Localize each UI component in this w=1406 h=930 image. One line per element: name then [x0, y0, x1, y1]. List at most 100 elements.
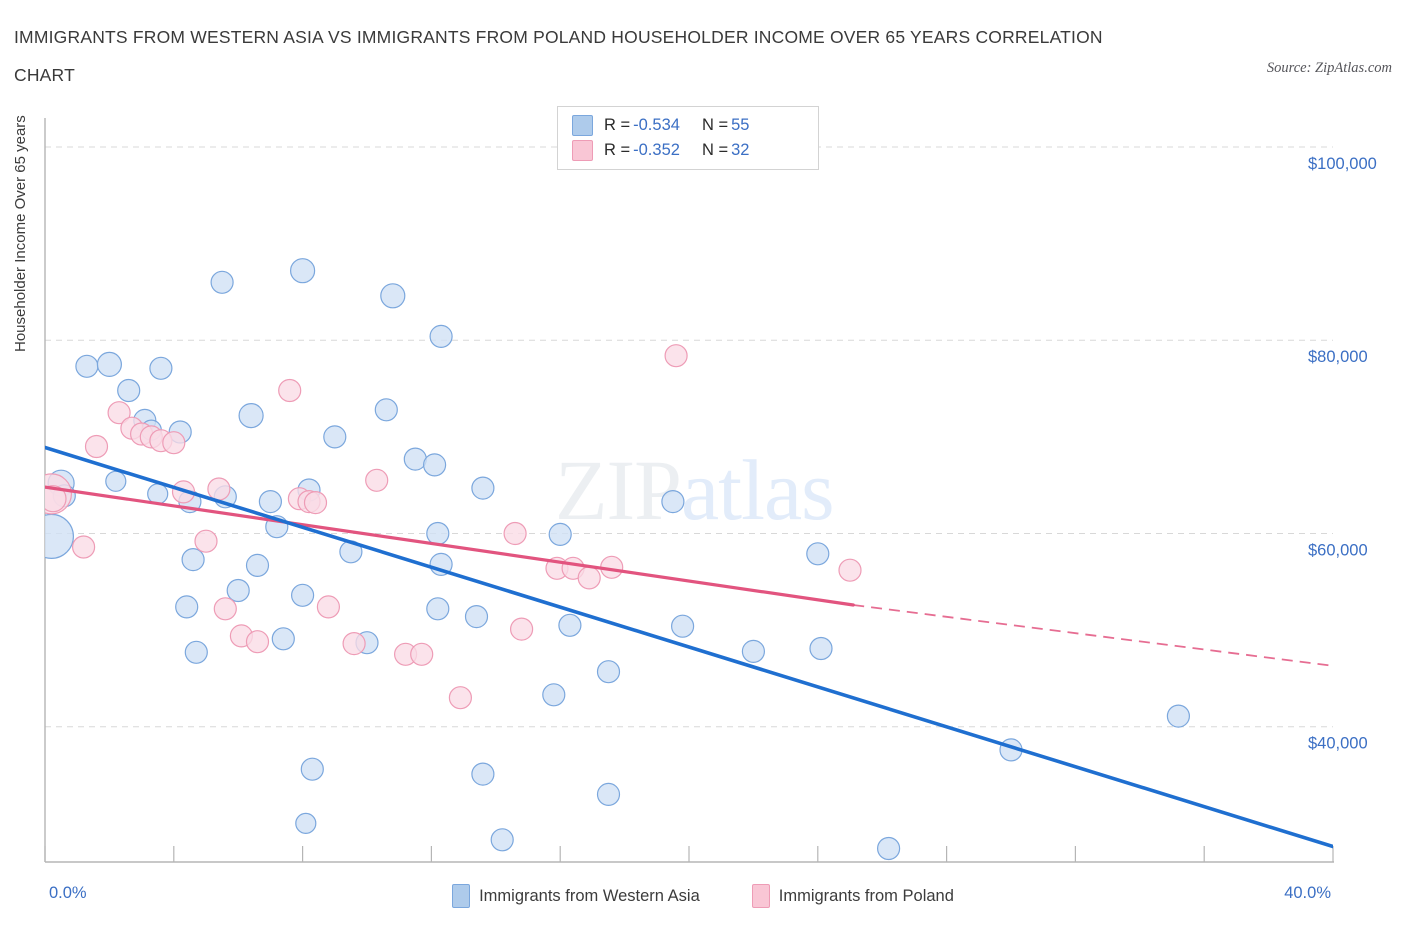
data-point[interactable]	[213, 597, 237, 621]
data-point[interactable]	[558, 613, 582, 637]
series-legend: Immigrants from Western Asia Immigrants …	[0, 884, 1406, 908]
data-point[interactable]	[245, 553, 270, 578]
data-point[interactable]	[429, 324, 453, 348]
data-point[interactable]	[175, 595, 199, 619]
data-point[interactable]	[661, 490, 685, 514]
data-point[interactable]	[71, 535, 96, 559]
legend-n-label-2: N =	[701, 141, 729, 159]
data-point[interactable]	[503, 521, 527, 546]
data-point[interactable]	[75, 354, 99, 378]
legend-row-western-asia: R = -0.534 N = 55	[572, 113, 808, 138]
legend-n-value-2: 32	[731, 141, 750, 159]
trend-line-western-asia	[45, 445, 1333, 849]
data-point[interactable]	[84, 434, 109, 459]
data-point[interactable]	[426, 597, 450, 621]
y-tick-label-3: $40,000	[1308, 735, 1368, 753]
data-point[interactable]	[238, 403, 264, 429]
legend-r-label-1: R =	[604, 116, 631, 134]
data-point[interactable]	[226, 578, 250, 603]
data-point[interactable]	[403, 447, 427, 471]
data-point[interactable]	[316, 595, 340, 619]
data-point[interactable]	[374, 398, 398, 422]
legend-r-value-1: -0.534	[633, 116, 680, 134]
legend-n-value-1: 55	[731, 116, 750, 134]
data-point[interactable]	[806, 542, 830, 566]
data-point[interactable]	[596, 782, 621, 807]
trend-line-poland-extrapolated	[853, 604, 1333, 667]
x-tick-label-min: 0.0%	[49, 884, 87, 902]
data-point[interactable]	[107, 401, 131, 425]
legend-row-poland: R = -0.352 N = 32	[572, 138, 808, 163]
data-point[interactable]	[448, 686, 472, 710]
data-point[interactable]	[365, 468, 389, 492]
series-label-western-asia: Immigrants from Western Asia	[479, 886, 700, 905]
data-point[interactable]	[548, 522, 572, 547]
series-swatch-western-asia	[452, 884, 471, 908]
correlation-legend: R = -0.534 N = 55 R = -0.352 N = 32	[557, 106, 819, 170]
data-point[interactable]	[149, 356, 173, 380]
data-point[interactable]	[876, 836, 901, 861]
chart-title-line-1: IMMIGRANTS FROM WESTERN ASIA VS IMMIGRAN…	[14, 27, 1103, 47]
data-point[interactable]	[471, 476, 495, 500]
y-tick-label-2: $60,000	[1308, 541, 1368, 559]
series-legend-item-poland[interactable]: Immigrants from Poland	[751, 884, 954, 908]
data-point[interactable]	[471, 762, 495, 786]
data-point[interactable]	[596, 660, 621, 684]
data-point[interactable]	[207, 477, 231, 501]
series-points-poland	[40, 344, 862, 710]
data-point[interactable]	[464, 604, 489, 629]
data-point[interactable]	[809, 636, 833, 661]
legend-r-label-2: R =	[604, 141, 631, 159]
data-point[interactable]	[577, 566, 601, 590]
data-point[interactable]	[300, 757, 324, 781]
data-points-layer	[29, 258, 1191, 861]
legend-swatch-western-asia	[572, 115, 593, 136]
chart-title-line-2: CHART	[14, 65, 75, 85]
data-point[interactable]	[670, 614, 695, 638]
data-point[interactable]	[342, 631, 366, 656]
data-point[interactable]	[96, 351, 123, 377]
data-point[interactable]	[741, 639, 766, 664]
data-point[interactable]	[295, 812, 317, 835]
data-point[interactable]	[162, 431, 186, 455]
data-point[interactable]	[291, 583, 315, 607]
trend-line-poland	[45, 485, 855, 607]
page-title: IMMIGRANTS FROM WESTERN ASIA VS IMMIGRAN…	[14, 18, 1194, 94]
series-swatch-poland	[751, 884, 770, 908]
data-point[interactable]	[245, 630, 270, 654]
data-point[interactable]	[258, 490, 282, 514]
legend-swatch-poland	[572, 140, 593, 161]
data-point[interactable]	[278, 378, 302, 403]
data-point[interactable]	[210, 270, 234, 294]
data-point[interactable]	[410, 642, 434, 666]
y-tick-label-1: $80,000	[1308, 348, 1368, 366]
data-point[interactable]	[838, 558, 862, 582]
data-point[interactable]	[194, 529, 218, 553]
data-point[interactable]	[271, 627, 295, 651]
data-point[interactable]	[664, 344, 688, 368]
data-point[interactable]	[29, 513, 74, 559]
data-point[interactable]	[40, 485, 67, 513]
data-point[interactable]	[184, 640, 208, 664]
data-point[interactable]	[426, 521, 450, 546]
data-point[interactable]	[509, 617, 534, 641]
data-point[interactable]	[117, 378, 141, 403]
source-label: Source: ZipAtlas.com	[1266, 60, 1392, 76]
data-point[interactable]	[181, 547, 205, 572]
data-point[interactable]	[105, 470, 127, 492]
data-point[interactable]	[290, 258, 316, 284]
series-legend-item-western-asia[interactable]: Immigrants from Western Asia	[452, 884, 700, 908]
data-point[interactable]	[423, 453, 447, 477]
data-point[interactable]	[1166, 704, 1191, 728]
series-label-poland: Immigrants from Poland	[778, 886, 954, 905]
data-point[interactable]	[380, 283, 406, 309]
legend-n-label-1: N =	[701, 116, 729, 134]
data-point[interactable]	[542, 683, 566, 707]
data-point[interactable]	[323, 425, 347, 449]
data-point[interactable]	[490, 828, 514, 852]
data-point[interactable]	[147, 483, 169, 505]
data-point[interactable]	[303, 491, 328, 515]
y-tick-label-0: $100,000	[1308, 155, 1377, 173]
